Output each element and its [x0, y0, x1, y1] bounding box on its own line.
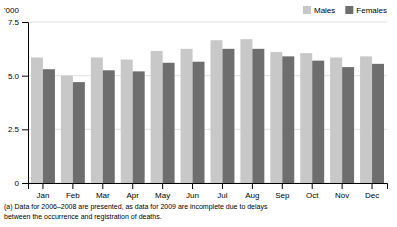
legend-item: Females	[345, 6, 387, 15]
x-tick-label: Dec	[365, 191, 379, 200]
y-tick-mark	[22, 76, 28, 77]
y-tick: 2.5	[8, 125, 28, 134]
footnote-line: (a) Data for 2006–2008 are presented, as…	[4, 203, 268, 211]
bar	[151, 51, 163, 183]
chart: 0 2.5 5.0 7.5 Jan Feb Mar Apr May Jun Jul Aug Sep Oct…	[0, 0, 397, 227]
x-tick-label: Apr	[126, 191, 139, 200]
x-tick: May	[155, 183, 170, 200]
bar	[103, 70, 115, 183]
y-tick-label: 0	[15, 179, 20, 188]
x-tick-label: Aug	[245, 191, 259, 200]
x-axis: Jan Feb Mar Apr May Jun Jul Aug Sep Oct Nov Dec	[29, 183, 388, 200]
y-axis: 0 2.5 5.0 7.5	[8, 18, 29, 188]
bar	[121, 60, 133, 183]
plot: 0 2.5 5.0 7.5 Jan Feb Mar Apr May Jun Jul Aug Sep Oct…	[8, 18, 388, 200]
bar	[133, 71, 145, 183]
x-tick-mark	[222, 183, 223, 189]
x-tick-label: Jun	[186, 191, 199, 200]
x-tick-label: May	[155, 191, 170, 200]
y-tick-mark	[22, 129, 28, 130]
y-tick: 7.5	[8, 18, 28, 27]
x-tick-mark	[162, 183, 163, 189]
x-tick-mark	[342, 183, 343, 189]
bar	[222, 49, 234, 183]
bar	[210, 40, 222, 183]
x-tick-label: Feb	[66, 191, 80, 200]
x-tick-label: Jan	[37, 191, 50, 200]
x-tick-mark	[282, 183, 283, 189]
y-tick-label: 5.0	[8, 72, 20, 81]
bar	[91, 57, 103, 183]
bar	[193, 62, 205, 183]
x-tick: Jan	[37, 183, 50, 200]
y-tick-label: 2.5	[8, 125, 20, 134]
x-tick: Dec	[365, 183, 379, 200]
bar-series	[43, 49, 384, 183]
x-tick: Feb	[66, 183, 80, 200]
bar	[330, 57, 342, 183]
x-tick: Jul	[217, 183, 227, 200]
x-tick: Nov	[335, 183, 349, 200]
bar	[240, 39, 252, 183]
grid-line	[28, 22, 387, 23]
bar	[300, 53, 312, 183]
bar	[282, 56, 294, 183]
x-tick: Sep	[275, 183, 290, 200]
x-tick: Oct	[306, 183, 319, 200]
x-tick-label: Jul	[217, 191, 227, 200]
grid	[28, 22, 387, 183]
legend-swatch	[303, 6, 311, 14]
legend-swatch	[345, 6, 353, 14]
x-tick-mark	[72, 183, 73, 189]
legend-label: Females	[356, 6, 387, 15]
bar	[270, 52, 282, 183]
bar	[61, 76, 73, 183]
y-tick: 5.0	[8, 72, 28, 81]
bar	[73, 82, 85, 183]
x-tick-label: Mar	[96, 191, 110, 200]
y-tick: 0	[15, 179, 28, 188]
x-tick: Apr	[126, 183, 139, 200]
x-tick: Aug	[245, 183, 259, 200]
x-tick-label: Oct	[306, 191, 319, 200]
bar	[360, 56, 372, 183]
bar	[252, 49, 264, 183]
bar	[372, 64, 384, 183]
y-tick-mark	[22, 183, 28, 184]
bars	[31, 39, 384, 183]
y-tick-mark	[22, 22, 28, 23]
x-tick-label: Sep	[275, 191, 290, 200]
y-axis-line	[22, 23, 29, 184]
y-tick-label: 7.5	[8, 18, 20, 27]
bar	[43, 69, 55, 183]
x-tick-mark	[372, 183, 373, 189]
bar	[312, 61, 324, 183]
x-tick: Mar	[96, 183, 110, 200]
x-axis-line	[29, 184, 388, 190]
x-tick-mark	[102, 183, 103, 189]
bar	[342, 67, 354, 183]
bar	[181, 49, 193, 183]
x-tick-mark	[192, 183, 193, 189]
x-tick-mark	[312, 183, 313, 189]
x-tick-mark	[132, 183, 133, 189]
legend: Males Females	[303, 6, 387, 15]
footnote-line: between the occurrence and registration …	[4, 213, 162, 221]
legend-item: Males	[303, 6, 335, 15]
x-tick-label: Nov	[335, 191, 349, 200]
x-tick: Jun	[186, 183, 199, 200]
x-tick-mark	[42, 183, 43, 189]
bar	[163, 63, 175, 183]
bar-series	[31, 39, 372, 183]
legend-label: Males	[314, 6, 335, 15]
x-tick-mark	[252, 183, 253, 189]
bar	[31, 57, 43, 183]
footnote: (a) Data for 2006–2008 are presented, as…	[4, 203, 268, 221]
y-axis-label: '000	[4, 6, 19, 15]
